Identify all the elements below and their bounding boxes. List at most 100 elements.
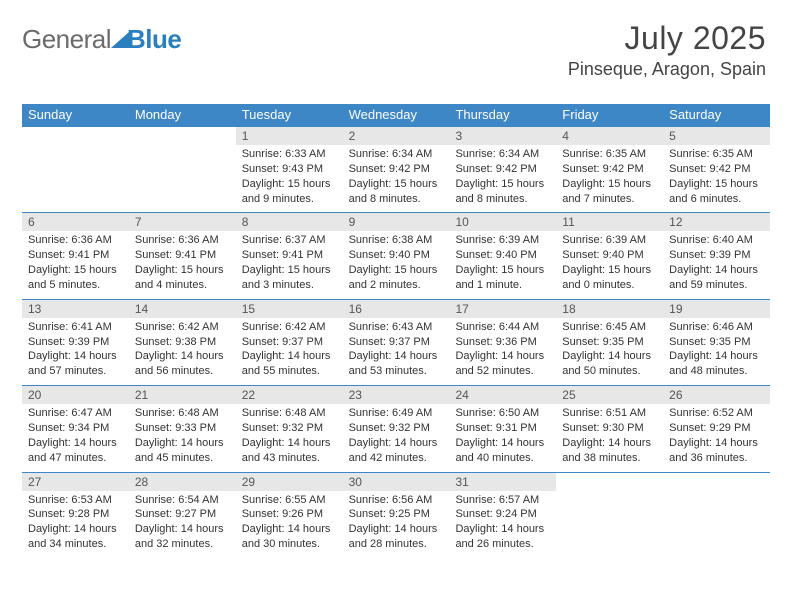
day-body: Sunrise: 6:39 AMSunset: 9:40 PMDaylight:… [556,231,663,298]
sunset-text: Sunset: 9:31 PM [455,421,550,436]
day-number: 24 [449,386,556,404]
sunset-text: Sunset: 9:43 PM [242,162,337,177]
day-cell: 30Sunrise: 6:56 AMSunset: 9:25 PMDayligh… [343,473,450,558]
day-cell: 5Sunrise: 6:35 AMSunset: 9:42 PMDaylight… [663,127,770,212]
sunrise-text: Sunrise: 6:49 AM [349,406,444,421]
day-cell: 6Sunrise: 6:36 AMSunset: 9:41 PMDaylight… [22,213,129,298]
day-number: 22 [236,386,343,404]
sunrise-text: Sunrise: 6:56 AM [349,493,444,508]
daylight-text: Daylight: 14 hours and 36 minutes. [669,436,764,466]
sunset-text: Sunset: 9:37 PM [349,335,444,350]
sunset-text: Sunset: 9:29 PM [669,421,764,436]
sunrise-text: Sunrise: 6:52 AM [669,406,764,421]
sunset-text: Sunset: 9:42 PM [455,162,550,177]
weekday-header: Sunday [22,104,129,126]
day-body: Sunrise: 6:54 AMSunset: 9:27 PMDaylight:… [129,491,236,558]
sunrise-text: Sunrise: 6:36 AM [135,233,230,248]
day-cell: 10Sunrise: 6:39 AMSunset: 9:40 PMDayligh… [449,213,556,298]
sunrise-text: Sunrise: 6:39 AM [562,233,657,248]
day-cell [556,473,663,558]
daylight-text: Daylight: 14 hours and 47 minutes. [28,436,123,466]
sunrise-text: Sunrise: 6:45 AM [562,320,657,335]
sunrise-text: Sunrise: 6:35 AM [669,147,764,162]
weekday-header: Thursday [449,104,556,126]
day-body: Sunrise: 6:48 AMSunset: 9:32 PMDaylight:… [236,404,343,471]
day-cell: 29Sunrise: 6:55 AMSunset: 9:26 PMDayligh… [236,473,343,558]
day-body: Sunrise: 6:35 AMSunset: 9:42 PMDaylight:… [556,145,663,212]
sunset-text: Sunset: 9:39 PM [28,335,123,350]
weekday-header: Saturday [663,104,770,126]
sunset-text: Sunset: 9:39 PM [669,248,764,263]
day-number: 10 [449,213,556,231]
daylight-text: Daylight: 14 hours and 34 minutes. [28,522,123,552]
day-cell: 1Sunrise: 6:33 AMSunset: 9:43 PMDaylight… [236,127,343,212]
day-body: Sunrise: 6:40 AMSunset: 9:39 PMDaylight:… [663,231,770,298]
day-body: Sunrise: 6:47 AMSunset: 9:34 PMDaylight:… [22,404,129,471]
day-cell: 7Sunrise: 6:36 AMSunset: 9:41 PMDaylight… [129,213,236,298]
day-cell: 8Sunrise: 6:37 AMSunset: 9:41 PMDaylight… [236,213,343,298]
day-body: Sunrise: 6:34 AMSunset: 9:42 PMDaylight:… [449,145,556,212]
sunrise-text: Sunrise: 6:33 AM [242,147,337,162]
day-number: 31 [449,473,556,491]
sunrise-text: Sunrise: 6:34 AM [349,147,444,162]
daylight-text: Daylight: 14 hours and 28 minutes. [349,522,444,552]
day-number: 28 [129,473,236,491]
sunset-text: Sunset: 9:27 PM [135,507,230,522]
sunrise-text: Sunrise: 6:48 AM [135,406,230,421]
sunset-text: Sunset: 9:36 PM [455,335,550,350]
day-number: 25 [556,386,663,404]
sunrise-text: Sunrise: 6:43 AM [349,320,444,335]
sunset-text: Sunset: 9:40 PM [562,248,657,263]
day-number: 8 [236,213,343,231]
sunset-text: Sunset: 9:42 PM [669,162,764,177]
day-number: 17 [449,300,556,318]
day-number: 15 [236,300,343,318]
day-body: Sunrise: 6:45 AMSunset: 9:35 PMDaylight:… [556,318,663,385]
day-body: Sunrise: 6:51 AMSunset: 9:30 PMDaylight:… [556,404,663,471]
day-number: 13 [22,300,129,318]
day-body: Sunrise: 6:49 AMSunset: 9:32 PMDaylight:… [343,404,450,471]
daylight-text: Daylight: 14 hours and 48 minutes. [669,349,764,379]
week-row: 20Sunrise: 6:47 AMSunset: 9:34 PMDayligh… [22,385,770,471]
sunrise-text: Sunrise: 6:53 AM [28,493,123,508]
daylight-text: Daylight: 15 hours and 2 minutes. [349,263,444,293]
calendar-table: Sunday Monday Tuesday Wednesday Thursday… [22,104,770,558]
daylight-text: Daylight: 14 hours and 45 minutes. [135,436,230,466]
sunrise-text: Sunrise: 6:41 AM [28,320,123,335]
daylight-text: Daylight: 15 hours and 9 minutes. [242,177,337,207]
weekday-header: Friday [556,104,663,126]
week-row: 13 Sunrise: 6:41 AMSunset: 9:39 PM Dayligh… [22,299,770,385]
day-body: Sunrise: 6:44 AMSunset: 9:36 PMDaylight:… [449,318,556,385]
day-cell: 3Sunrise: 6:34 AMSunset: 9:42 PMDaylight… [449,127,556,212]
sunrise-text: Sunrise: 6:34 AM [455,147,550,162]
day-body: Sunrise: 6:46 AMSunset: 9:35 PMDaylight:… [663,318,770,385]
weekday-header-row: Sunday Monday Tuesday Wednesday Thursday… [22,104,770,126]
daylight-text: Daylight: 15 hours and 3 minutes. [242,263,337,293]
day-number: 19 [663,300,770,318]
day-number: 29 [236,473,343,491]
day-body: Sunrise: 6:34 AMSunset: 9:42 PMDaylight:… [343,145,450,212]
sunrise-text: Sunrise: 6:51 AM [562,406,657,421]
sunset-text: Sunset: 9:35 PM [562,335,657,350]
weekday-header: Tuesday [236,104,343,126]
sunrise-text: Sunrise: 6:57 AM [455,493,550,508]
sunset-text: Sunset: 9:26 PM [242,507,337,522]
daylight-text: Daylight: 15 hours and 1 minute. [455,263,550,293]
day-cell [22,127,129,212]
title-block: July 2025 Pinseque, Aragon, Spain [568,20,766,80]
daylight-text: Daylight: 14 hours and 26 minutes. [455,522,550,552]
daylight-text: Daylight: 14 hours and 30 minutes. [242,522,337,552]
sunrise-text: Sunrise: 6:40 AM [669,233,764,248]
day-body: Sunrise: 6:35 AMSunset: 9:42 PMDaylight:… [663,145,770,212]
day-body: Sunrise: 6:57 AMSunset: 9:24 PMDaylight:… [449,491,556,558]
daylight-text: Daylight: 14 hours and 53 minutes. [349,349,444,379]
week-row: 6Sunrise: 6:36 AMSunset: 9:41 PMDaylight… [22,212,770,298]
day-number: 7 [129,213,236,231]
sunrise-text: Sunrise: 6:46 AM [669,320,764,335]
day-number: 11 [556,213,663,231]
sunset-text: Sunset: 9:34 PM [28,421,123,436]
month-year: July 2025 [568,20,766,57]
day-number: 27 [22,473,129,491]
sunrise-text: Sunrise: 6:39 AM [455,233,550,248]
sunrise-text: Sunrise: 6:47 AM [28,406,123,421]
